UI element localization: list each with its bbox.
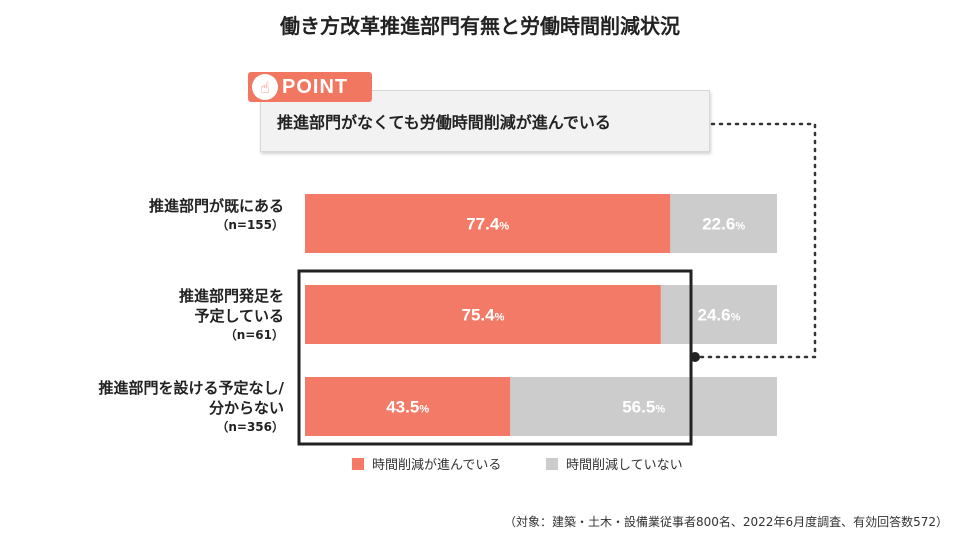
bar-2-series-0 — [305, 377, 511, 436]
row-label-2-n: （n=356） — [216, 420, 284, 434]
pointing-hand-icon: ☝ — [252, 74, 278, 100]
footnote: （対象：建築・土木・設備業従事者800名、2022年6月度調査、有効回答数572… — [504, 515, 948, 529]
bar-2-series-1 — [510, 377, 777, 436]
row-label-2: 推進部門を設ける予定なし/ 分からない （n=356） — [99, 378, 284, 436]
point-badge-label: POINT — [282, 75, 349, 98]
bar-0-series-0 — [305, 194, 671, 253]
row-label-1: 推進部門発足を 予定している （n=61） — [179, 286, 284, 344]
chart-title: 働き方改革推進部門有無と労働時間削減状況 — [280, 14, 680, 38]
legend-swatch-0 — [352, 458, 364, 470]
point-badge: ☝ POINT — [248, 72, 372, 102]
bar-0-series-0-label: 77.4% — [466, 215, 509, 234]
row-label-0: 推進部門が既にある （n=155） — [149, 196, 284, 234]
row-label-0-line-0: 推進部門が既にある — [148, 197, 284, 215]
row-label-0-n: （n=155） — [216, 218, 284, 232]
bar-1-series-0-label: 75.4% — [462, 306, 505, 325]
bar-2-series-1-label: 56.5% — [622, 398, 665, 417]
legend-label-0: 時間削減が進んでいる — [372, 457, 501, 473]
row-label-1-line-0: 推進部門発足を — [178, 287, 284, 305]
connector-dot — [690, 352, 700, 362]
row-label-2-line-1: 分からない — [208, 399, 284, 417]
bar-0-series-1-label: 22.6% — [702, 215, 745, 234]
row-label-1-n: （n=61） — [224, 328, 284, 342]
legend-label-1: 時間削減していない — [566, 457, 683, 473]
bar-0-series-1 — [670, 194, 777, 253]
bar-1-series-0 — [305, 285, 661, 344]
point-message: 推進部門がなくても労働時間削減が進んでいる — [277, 113, 611, 132]
row-label-2-line-0: 推進部門を設ける予定なし/ — [98, 379, 284, 397]
bar-1-series-1-label: 24.6% — [698, 306, 741, 325]
bar-1-series-1 — [660, 285, 777, 344]
row-label-1-line-1: 予定している — [194, 307, 284, 325]
bar-2-series-0-label: 43.5% — [386, 398, 429, 417]
legend-swatch-1 — [546, 458, 558, 470]
